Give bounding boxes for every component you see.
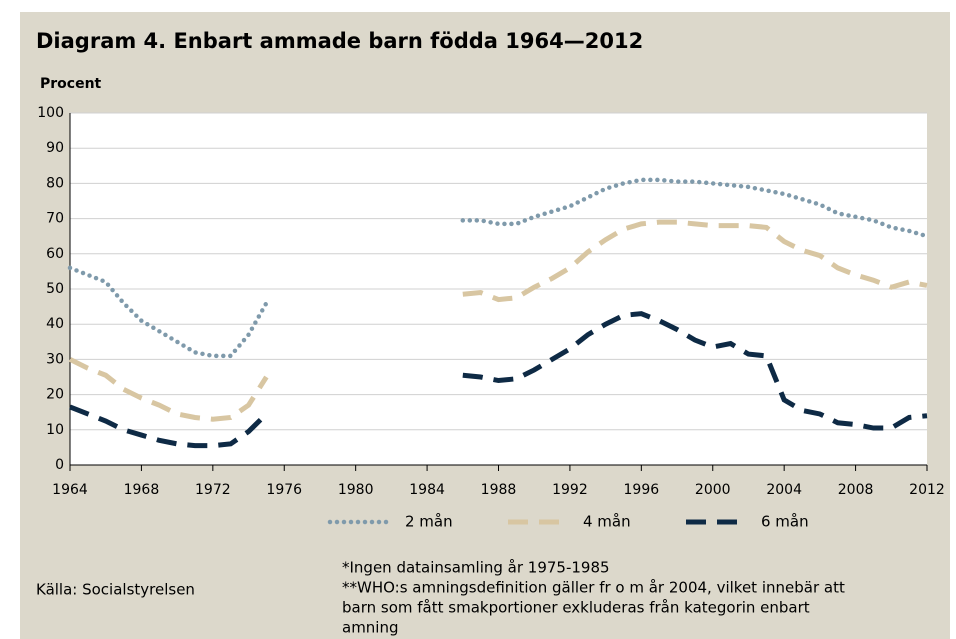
- x-tick-label: 1968: [124, 482, 160, 498]
- note: amning: [342, 619, 399, 637]
- series-line: [69, 311, 928, 449]
- x-tick-label: 2000: [695, 482, 731, 498]
- y-tick-label: 60: [46, 246, 64, 262]
- y-tick-label: 50: [46, 281, 64, 297]
- series-line: [67, 177, 930, 359]
- x-tick-label: 1964: [52, 482, 88, 498]
- x-tick-label: 1988: [481, 482, 517, 498]
- y-tick-label: 20: [46, 387, 64, 403]
- y-tick-label: 30: [46, 351, 64, 367]
- y-tick-label: 90: [46, 140, 64, 156]
- y-tick-label: 100: [37, 105, 64, 121]
- series-line: [68, 219, 928, 422]
- y-axis-label: Procent: [40, 76, 102, 92]
- note: barn som fått smakportioner exkluderas f…: [342, 599, 810, 617]
- legend-label: 2 mån: [405, 513, 453, 531]
- legend-label: 4 mån: [583, 513, 631, 531]
- y-tick-label: 10: [46, 422, 64, 438]
- note: *Ingen datainsamling år 1975-1985: [342, 559, 610, 577]
- note: **WHO:s amningsdefinition gäller fr o m …: [342, 579, 845, 597]
- source: Källa: Socialstyrelsen: [36, 581, 195, 599]
- x-tick-label: 1980: [338, 482, 374, 498]
- x-tick-label: 1992: [552, 482, 588, 498]
- x-tick-label: 1984: [409, 482, 445, 498]
- y-tick-label: 80: [46, 175, 64, 191]
- chart-title: Diagram 4. Enbart ammade barn födda 1964…: [36, 29, 643, 53]
- x-tick-label: 2004: [766, 482, 802, 498]
- legend-label: 6 mån: [761, 513, 809, 531]
- x-tick-label: 2008: [838, 482, 874, 498]
- y-tick-label: 40: [46, 316, 64, 332]
- x-tick-label: 2012: [909, 482, 945, 498]
- x-tick-label: 1972: [195, 482, 231, 498]
- x-tick-label: 1996: [624, 482, 660, 498]
- y-tick-label: 0: [55, 457, 64, 473]
- y-tick-label: 70: [46, 211, 64, 227]
- x-tick-label: 1976: [266, 482, 302, 498]
